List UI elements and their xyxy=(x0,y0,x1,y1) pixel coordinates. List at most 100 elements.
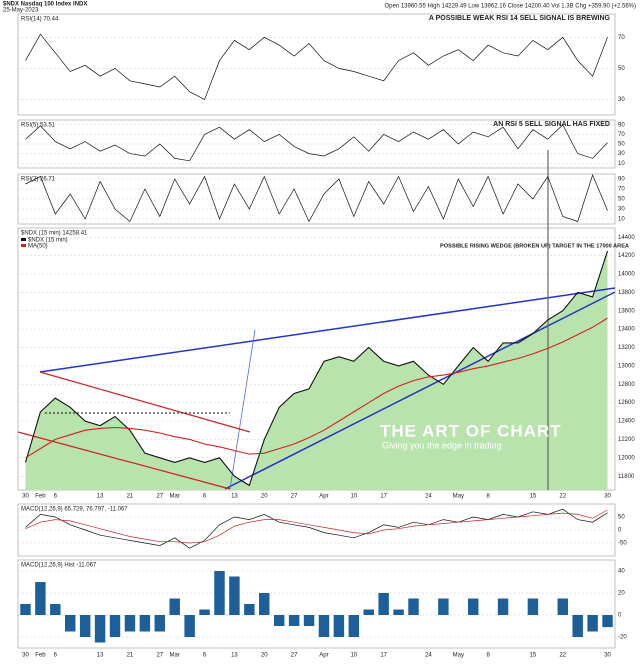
series-line xyxy=(24,250,609,487)
x-tick-label: 8 xyxy=(486,494,490,500)
bar xyxy=(214,571,225,615)
y-tick-label: 13600 xyxy=(618,308,635,314)
trendline xyxy=(224,291,616,490)
panel-title: RSI(2) 26.71 xyxy=(21,177,56,183)
bar xyxy=(587,615,598,632)
panel-title: RSI(5) 53.51 xyxy=(21,123,56,129)
x-tick-label: 13 xyxy=(97,494,104,500)
bar xyxy=(154,615,166,632)
bar xyxy=(65,615,76,632)
y-tick-label: 12000 xyxy=(618,455,635,461)
bar xyxy=(318,615,330,637)
y-tick-label: 50 xyxy=(618,66,625,72)
bar xyxy=(244,604,255,615)
bar xyxy=(35,582,46,615)
watermark: THE ART OF CHART xyxy=(380,421,562,440)
x-tick-label: 15 xyxy=(530,653,537,659)
quote: Open 13960.55 High 14229.49 Low 13962.16… xyxy=(384,4,636,10)
y-tick-label: 30 xyxy=(618,97,625,103)
y-tick-label: 0 xyxy=(618,528,622,534)
y-tick-label: -50 xyxy=(618,541,627,547)
x-tick-label: 30 xyxy=(604,653,611,659)
bar xyxy=(527,598,539,615)
tagline: Giving you the edge in trading xyxy=(382,440,502,450)
annotation: AN RSI 5 SELL SIGNAL HAS FIXED xyxy=(493,121,610,128)
trendline xyxy=(229,329,256,490)
bar xyxy=(169,598,180,615)
bar xyxy=(602,615,613,628)
x-tick-label: 30 xyxy=(22,494,29,500)
y-tick-label: 10 xyxy=(618,161,625,167)
bar xyxy=(20,604,31,615)
y-tick-label: 12200 xyxy=(618,437,635,443)
bar xyxy=(109,615,121,637)
panel-title: $NDX (15 min) 14258.41 xyxy=(21,231,88,237)
y-tick-label: 70 xyxy=(618,35,625,41)
series-line xyxy=(25,33,608,100)
x-tick-label: May xyxy=(453,494,464,500)
panel-title: MACD(12,26,9) 65.729, 76.797, -11.067 xyxy=(21,507,128,513)
x-tick-label: 30 xyxy=(604,494,611,500)
series-line xyxy=(25,508,608,549)
bar xyxy=(199,609,210,615)
x-tick-label: Mar xyxy=(170,653,180,659)
annotation: POSSIBLE RISING WEDGE (BROKEN UP) TARGET… xyxy=(440,243,629,249)
y-tick-label: 11800 xyxy=(618,474,635,480)
bar xyxy=(363,609,374,615)
legend-entry: MA(50) xyxy=(28,244,48,250)
y-tick-label: 90 xyxy=(618,122,625,128)
trendline xyxy=(17,431,231,490)
bar xyxy=(497,598,509,615)
symbol: $NDX Nasdaq 100 Index INDX xyxy=(3,2,87,8)
y-tick-label: 20 xyxy=(618,591,625,597)
y-tick-label: 13800 xyxy=(618,290,635,296)
x-tick-label: 20 xyxy=(261,653,268,659)
x-tick-label: 27 xyxy=(291,653,298,659)
price-area xyxy=(25,251,608,490)
x-tick-label: 13 xyxy=(97,653,104,659)
bar xyxy=(50,604,61,615)
y-tick-label: 13200 xyxy=(618,345,635,351)
x-tick-label: Feb xyxy=(35,494,46,500)
bar xyxy=(273,615,285,626)
y-tick-label: 70 xyxy=(618,132,625,138)
trendline xyxy=(39,287,616,373)
x-tick-label: 6 xyxy=(54,494,58,500)
x-tick-label: 27 xyxy=(156,653,163,659)
series-line xyxy=(25,173,608,223)
panel xyxy=(17,559,616,649)
x-tick-label: 21 xyxy=(127,653,134,659)
y-tick-label: 90 xyxy=(618,177,625,183)
x-tick-label: 10 xyxy=(350,653,357,659)
bar xyxy=(288,615,300,626)
date: 25-May-2023 xyxy=(3,8,39,14)
x-tick-label: 17 xyxy=(380,494,387,500)
y-tick-label: 50 xyxy=(618,197,625,203)
x-tick-label: 13 xyxy=(231,653,238,659)
legend-swatch xyxy=(21,238,26,241)
x-tick-label: Feb xyxy=(35,653,46,659)
bar xyxy=(393,609,404,615)
panel-title: RSI(14) 70.44 xyxy=(21,17,59,23)
x-tick-label: Apr xyxy=(319,494,328,500)
x-tick-label: 30 xyxy=(22,653,29,659)
y-tick-label: 0 xyxy=(618,613,622,619)
bar xyxy=(348,615,360,637)
y-tick-label: 13000 xyxy=(618,363,635,369)
x-tick-label: 6 xyxy=(54,653,58,659)
x-tick-label: Mar xyxy=(170,494,180,500)
bar xyxy=(333,615,345,637)
panel xyxy=(17,13,616,116)
bar xyxy=(378,593,389,615)
legend-swatch xyxy=(21,244,26,247)
x-tick-label: 22 xyxy=(559,494,566,500)
panel-title: MACD(12,26,9) Hist -11.067 xyxy=(21,563,97,569)
x-tick-label: 20 xyxy=(261,494,268,500)
y-tick-label: 40 xyxy=(618,569,625,575)
y-tick-label: 14200 xyxy=(618,253,635,259)
x-tick-label: 10 xyxy=(350,494,357,500)
x-tick-label: Apr xyxy=(319,653,328,659)
x-tick-label: 21 xyxy=(127,494,134,500)
